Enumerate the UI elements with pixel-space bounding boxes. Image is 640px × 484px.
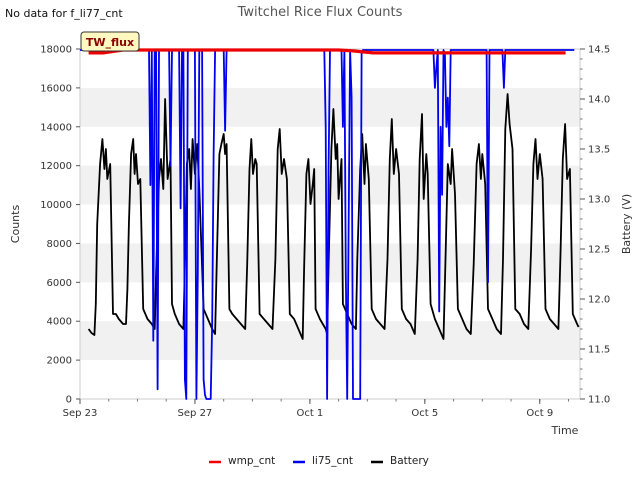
y-tick-label: 10000 — [40, 200, 72, 211]
y-tick-label: 8000 — [47, 239, 72, 250]
x-tick-label: Oct 5 — [411, 408, 438, 419]
y-tick-label: 12000 — [40, 161, 72, 172]
y2-tick-label: 12.5 — [588, 245, 610, 256]
site-badge-label: TW_flux — [86, 36, 134, 49]
chart-title: Twitchel Rice Flux Counts — [237, 5, 403, 20]
x-tick-label: Oct 1 — [296, 408, 323, 419]
y-tick-label: 18000 — [40, 45, 72, 56]
y-tick-label: 2000 — [47, 356, 72, 367]
y-tick-label: 6000 — [47, 278, 72, 289]
x-tick-label: Sep 23 — [63, 408, 98, 419]
site-badge-box — [80, 31, 140, 52]
y-tick-label: 0 — [66, 395, 72, 406]
legend-label-Battery: Battery — [390, 455, 429, 467]
y-tick-label: 16000 — [40, 83, 72, 94]
y2-tick-label: 14.0 — [588, 95, 610, 106]
legend-label-wmp_cnt: wmp_cnt — [228, 455, 275, 467]
no-data-note: No data for f_li77_cnt — [5, 7, 123, 20]
x-axis-label: Time — [551, 424, 579, 437]
series-line-wmp_cnt — [88, 48, 566, 55]
series-line-Battery — [87, 93, 580, 340]
y2-tick-label: 13.0 — [588, 195, 610, 206]
x-tick-label: Sep 27 — [178, 408, 213, 419]
grid-band — [80, 243, 580, 283]
y-axis-label: Counts — [9, 205, 22, 244]
x-tick-label: Oct 9 — [526, 408, 553, 419]
y-tick-label: 14000 — [40, 122, 72, 133]
y2-tick-label: 14.5 — [588, 45, 610, 56]
y-tick-label: 4000 — [47, 317, 72, 328]
y2-tick-label: 11.5 — [588, 345, 610, 356]
y2-tick-label: 13.5 — [588, 145, 610, 156]
y2-tick-label: 12.0 — [588, 295, 610, 306]
legend-label-li75_cnt: li75_cnt — [312, 455, 353, 467]
y2-axis-label: Battery (V) — [620, 194, 633, 254]
y2-tick-label: 11.0 — [588, 395, 610, 406]
